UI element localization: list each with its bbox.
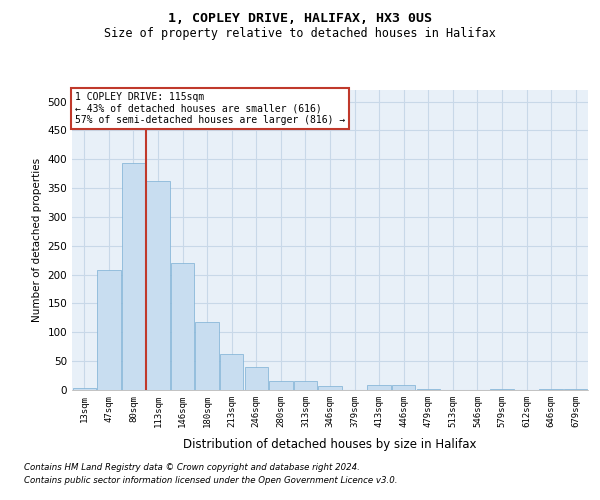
Text: Contains HM Land Registry data © Crown copyright and database right 2024.: Contains HM Land Registry data © Crown c… [24,464,360,472]
Bar [294,382,317,390]
Bar [392,386,415,390]
Bar [367,386,391,390]
Bar [245,367,268,390]
Text: Size of property relative to detached houses in Halifax: Size of property relative to detached ho… [104,28,496,40]
Text: 1 COPLEY DRIVE: 115sqm
← 43% of detached houses are smaller (616)
57% of semi-de: 1 COPLEY DRIVE: 115sqm ← 43% of detached… [74,92,345,124]
Bar [97,270,121,390]
Bar [122,164,145,390]
Text: Contains public sector information licensed under the Open Government Licence v3: Contains public sector information licen… [24,476,398,485]
Text: 1, COPLEY DRIVE, HALIFAX, HX3 0US: 1, COPLEY DRIVE, HALIFAX, HX3 0US [168,12,432,26]
Bar [416,389,440,390]
Y-axis label: Number of detached properties: Number of detached properties [32,158,42,322]
Bar [171,263,194,390]
X-axis label: Distribution of detached houses by size in Halifax: Distribution of detached houses by size … [183,438,477,451]
Bar [196,322,219,390]
Bar [539,389,563,390]
Bar [319,386,341,390]
Bar [269,382,293,390]
Bar [146,181,170,390]
Bar [220,354,244,390]
Bar [73,388,96,390]
Bar [490,389,514,390]
